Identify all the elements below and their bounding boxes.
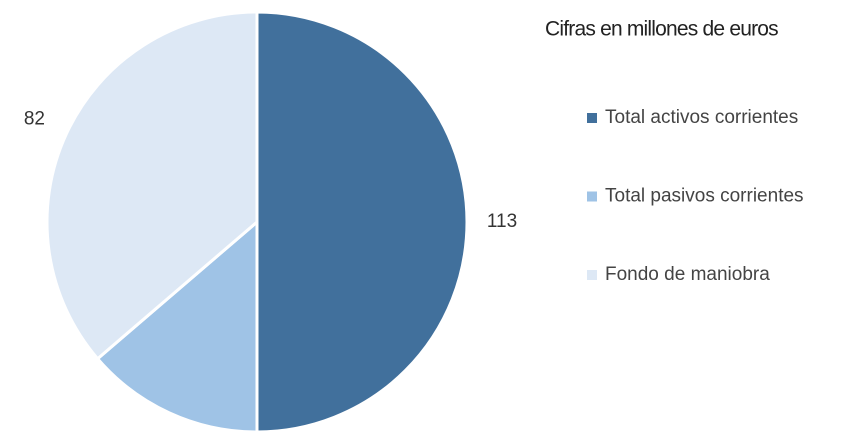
- legend-label: Total pasivos corrientes: [605, 186, 804, 207]
- legend-swatch: [587, 113, 597, 123]
- legend-swatch: [587, 270, 597, 280]
- pie-slice: [255, 10, 469, 434]
- legend-label: Total activos corrientes: [605, 107, 798, 128]
- data-label: 113: [487, 211, 517, 232]
- pie-slice: [95, 218, 259, 434]
- legend-swatch: [587, 191, 597, 202]
- chart-title: Cifras en millones de euros: [545, 18, 778, 41]
- pie-slice: [45, 10, 259, 361]
- data-label: 31: [144, 434, 165, 435]
- data-label: 82: [24, 109, 45, 130]
- legend-label: Fondo de maniobra: [605, 264, 770, 285]
